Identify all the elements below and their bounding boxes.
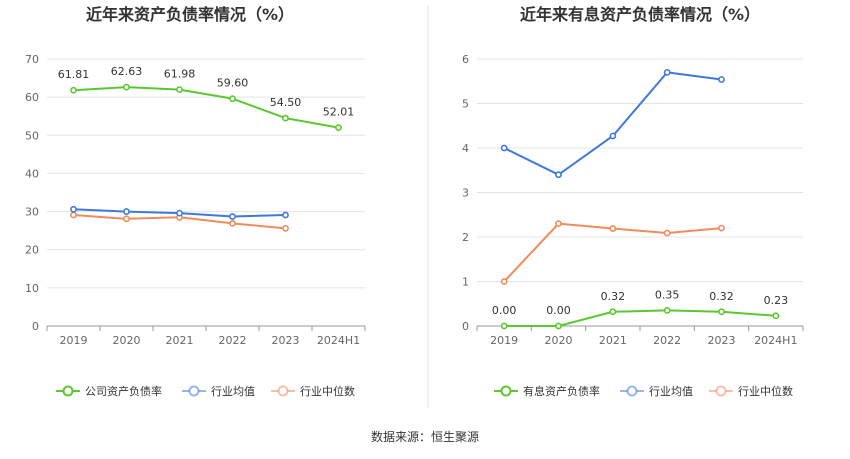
data-point: [718, 224, 725, 232]
data-point: [718, 308, 725, 316]
series-line: [73, 86, 339, 129]
y-tick-label: 10: [25, 282, 39, 295]
data-point: [555, 322, 562, 330]
data-point: [123, 215, 130, 223]
data-point: [718, 76, 725, 83]
data-point: [282, 224, 289, 232]
y-tick-label: 3: [462, 187, 469, 200]
data-point: [663, 229, 671, 237]
x-tick-label: 2023: [708, 334, 736, 347]
y-tick-label: 2: [462, 231, 469, 244]
data-label: 52.01: [323, 106, 355, 119]
data-label: 61.98: [164, 68, 196, 81]
series-line: [503, 71, 722, 176]
data-point: [335, 124, 342, 132]
x-tick-label: 2019: [490, 334, 518, 347]
legend-marker: [277, 385, 289, 397]
data-point: [663, 68, 671, 76]
data-point: [282, 211, 289, 219]
x-tick-label: 2020: [113, 334, 141, 347]
legend-label: 行业均值: [649, 385, 693, 398]
data-point: [123, 208, 130, 215]
y-tick-label: 0: [462, 320, 469, 333]
data-point: [609, 225, 617, 232]
data-point: [609, 308, 617, 316]
data-point: [500, 278, 508, 285]
series-line: [503, 222, 722, 283]
data-point: [772, 312, 780, 320]
data-point: [500, 144, 508, 152]
x-tick-label: 2023: [272, 334, 300, 347]
data-point: [70, 86, 77, 94]
y-tick-label: 50: [25, 129, 39, 142]
x-tick-label: 2019: [60, 334, 88, 347]
x-tick-label: 2022: [653, 334, 681, 347]
data-point: [70, 211, 77, 219]
chart-title: 近年来有息资产负债率情况（%）: [520, 5, 760, 24]
x-tick-label: 2020: [545, 334, 573, 347]
legend-label: 公司资产负债率: [85, 384, 162, 398]
source-footer: 数据来源：恒生聚源: [370, 430, 479, 444]
data-point: [176, 209, 183, 217]
legend-marker: [500, 385, 512, 397]
data-label: 0.23: [764, 294, 789, 307]
y-tick-label: 20: [25, 244, 39, 257]
data-point: [229, 95, 236, 103]
y-tick-label: 60: [25, 91, 39, 104]
legend-marker: [626, 385, 638, 397]
data-point: [555, 171, 562, 179]
data-label: 0.35: [655, 288, 680, 301]
chart-right: 近年来有息资产负债率情况（%） 0 1 2 3 4 5 6 2019 2020 2021 2022 20…: [462, 5, 804, 398]
legend-marker: [62, 385, 74, 397]
legend-label: 行业中位数: [300, 384, 355, 398]
y-tick-label: 5: [462, 98, 469, 111]
data-label: 0.32: [601, 290, 626, 303]
x-tick-label: 2021: [599, 334, 627, 347]
data-label: 59.60: [217, 77, 249, 90]
y-tick-label: 1: [462, 276, 469, 289]
y-tick-label: 40: [25, 167, 39, 180]
data-point: [229, 213, 236, 220]
legend-marker: [715, 385, 727, 397]
x-tick-label: 2021: [166, 334, 194, 347]
legend-label: 行业均值: [211, 385, 255, 398]
data-point: [609, 132, 617, 140]
data-label: 61.81: [58, 68, 90, 81]
data-label: 0.00: [546, 304, 571, 317]
data-point: [282, 114, 289, 122]
data-point: [500, 322, 508, 330]
y-tick-label: 30: [25, 206, 39, 219]
data-label: 62.63: [111, 65, 143, 78]
y-tick-label: 70: [25, 53, 39, 66]
chart-title: 近年来资产负债率情况（%）: [86, 5, 294, 24]
legend-label: 行业中位数: [738, 384, 793, 398]
data-point: [229, 219, 236, 227]
x-tick-label: 2022: [219, 334, 247, 347]
x-tick-label: 2024H1: [754, 334, 797, 347]
chart-left: 近年来资产负债率情况（%） 0 10 20 30 40 50 60 70 2019 2020 2021…: [25, 5, 366, 398]
data-point: [663, 307, 671, 314]
data-point: [176, 86, 183, 93]
y-tick-label: 4: [462, 142, 469, 155]
data-point: [70, 205, 77, 213]
y-tick-label: 0: [32, 320, 39, 333]
data-point: [555, 220, 562, 228]
data-label: 0.32: [709, 290, 734, 303]
x-tick-label: 2024H1: [317, 334, 360, 347]
legend-marker: [188, 385, 200, 397]
data-label: 0.00: [492, 304, 517, 317]
y-tick-label: 6: [462, 53, 469, 66]
legend-label: 有息资产负债率: [523, 384, 600, 398]
data-point: [123, 83, 130, 91]
data-label: 54.50: [270, 96, 302, 109]
series-line: [504, 309, 776, 327]
